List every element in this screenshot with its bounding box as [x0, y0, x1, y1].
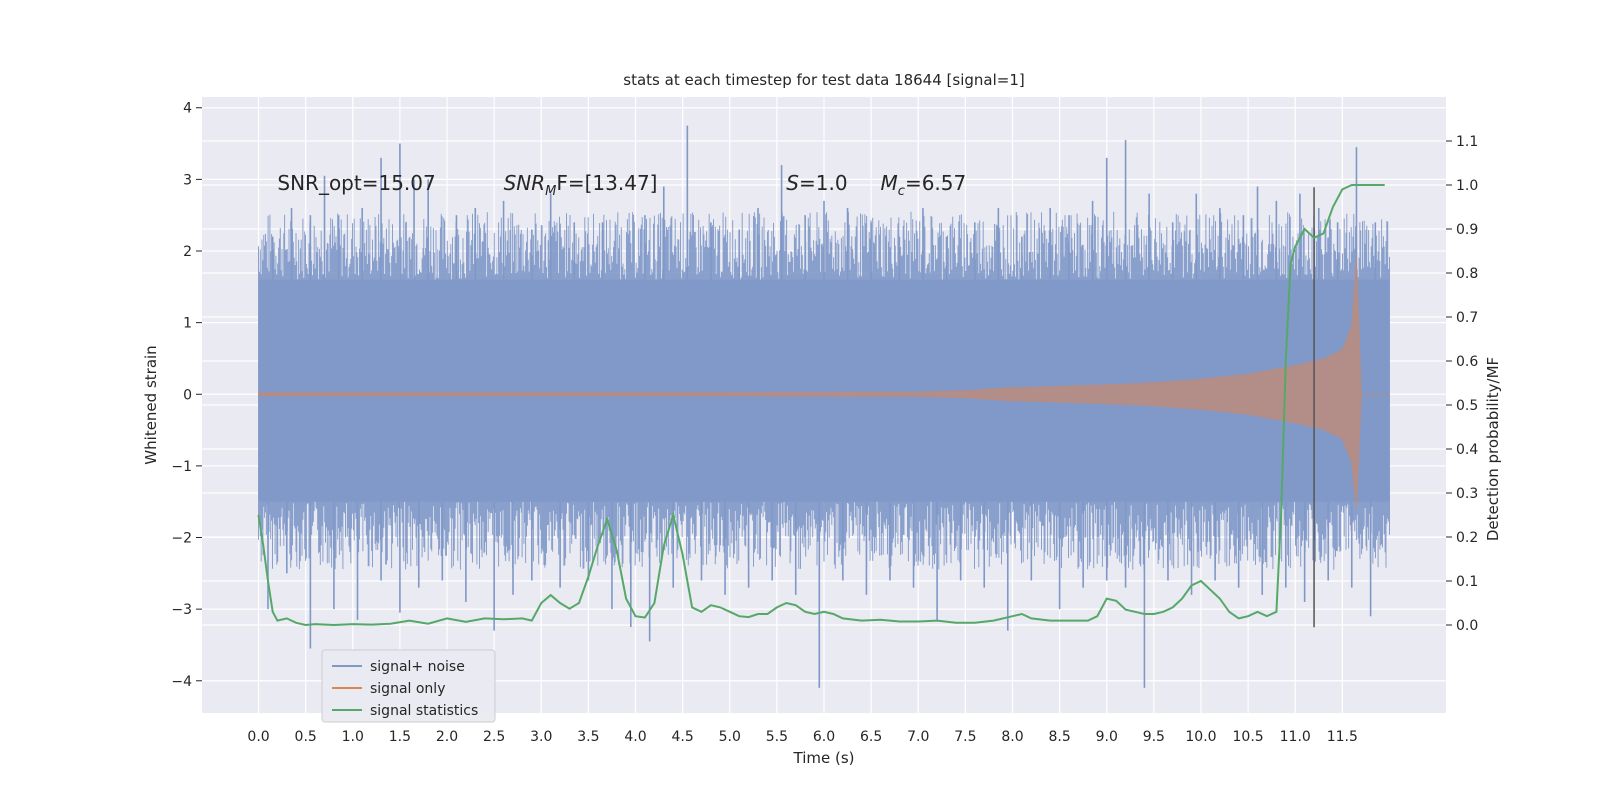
x-tick-label: 1.5 [389, 729, 411, 745]
legend-label: signal+ noise [370, 659, 465, 675]
x-tick-label: 7.5 [954, 729, 976, 745]
y-right-tick-label: 0.3 [1456, 486, 1478, 502]
x-tick-label: 3.0 [530, 729, 552, 745]
annotation-1: SNRMF=[13.47] [504, 171, 658, 199]
legend-label: signal only [370, 681, 445, 697]
y-tick-label: 1 [183, 316, 192, 332]
x-tick-label: 5.5 [766, 729, 788, 745]
y-right-tick-label: 0.0 [1456, 618, 1478, 634]
x-tick-label: 7.0 [907, 729, 929, 745]
x-tick-label: 11.5 [1327, 729, 1358, 745]
y-right-tick-label: 0.9 [1456, 222, 1478, 238]
x-tick-label: 0.0 [247, 729, 269, 745]
annotation-symbol: SNR [504, 171, 546, 195]
x-tick-label: 2.0 [436, 729, 458, 745]
annotation-symbol: M [881, 171, 898, 195]
signal-statistics-line [257, 184, 1385, 627]
signal-only-series [258, 258, 1390, 509]
y-right-tick-label: 0.7 [1456, 310, 1478, 326]
x-tick-label: 2.5 [483, 729, 505, 745]
annotations: SNR_opt=15.07 SNRMF=[13.47] S=1.0 Mc=6.57 [277, 171, 966, 199]
x-tick-label: 9.0 [1096, 729, 1118, 745]
y-right-tick-label: 0.8 [1456, 266, 1478, 282]
x-tick-label: 5.0 [719, 729, 741, 745]
chart-title: stats at each timestep for test data 186… [623, 71, 1024, 89]
annotation-2: S=1.0 [786, 171, 847, 195]
annotation-3: Mc=6.57 [881, 171, 967, 199]
y-tick-label: −4 [171, 674, 192, 690]
x-tick-label: 11.0 [1280, 729, 1311, 745]
y-tick-label: −3 [171, 602, 192, 618]
annotation-value: F=[13.47] [556, 171, 657, 195]
annotation-subscript: c [898, 184, 905, 199]
signal-only-envelope [258, 258, 1390, 509]
annotation-value: =1.0 [799, 171, 848, 195]
x-tick-label: 10.5 [1233, 729, 1264, 745]
annotation-value: =6.57 [905, 171, 966, 195]
y-right-tick-label: 1.0 [1456, 178, 1478, 194]
y-right-tick-label: 0.4 [1456, 442, 1478, 458]
y-right-tick-label: 0.2 [1456, 530, 1478, 546]
y-tick-label: 0 [183, 387, 192, 403]
legend-label: signal statistics [370, 703, 478, 719]
x-tick-label: 10.0 [1185, 729, 1216, 745]
legend-box [321, 649, 496, 723]
annotation-symbol: S [786, 171, 799, 195]
y-tick-label: −2 [171, 531, 192, 547]
x-tick-label: 4.0 [624, 729, 646, 745]
y-axis-right-label: Detection probability/MF [1484, 357, 1502, 541]
y-tick-label: −1 [171, 459, 192, 475]
y-right-tick-label: 0.1 [1456, 574, 1478, 590]
x-tick-label: 6.5 [860, 729, 882, 745]
x-tick-label: 8.5 [1048, 729, 1070, 745]
legend: signal+ noise signal only signal statistic… [321, 649, 496, 723]
annotation-0: SNR_opt=15.07 [277, 171, 435, 195]
signal-statistics-series [257, 184, 1385, 627]
ticks: 0.0 0.5 1.0 1.5 2.0 2.5 3.0 3.5 4.0 4.5 5.0 5.5 6.0 6… [171, 101, 1478, 745]
y-tick-label: 3 [183, 172, 192, 188]
y-right-tick-label: 0.5 [1456, 398, 1478, 414]
x-tick-label: 1.0 [342, 729, 364, 745]
y-axis-label: Whitened strain [142, 345, 160, 464]
x-tick-label: 3.5 [577, 729, 599, 745]
x-axis-label: Time (s) [793, 749, 855, 767]
x-tick-label: 0.5 [295, 729, 317, 745]
y-right-tick-label: 1.1 [1456, 134, 1478, 150]
annotation-subscript: M [545, 184, 556, 199]
x-tick-label: 8.0 [1001, 729, 1023, 745]
y-tick-label: 4 [183, 101, 192, 117]
x-tick-label: 4.5 [672, 729, 694, 745]
y-right-tick-label: 0.6 [1456, 354, 1478, 370]
y-tick-label: 2 [183, 244, 192, 260]
x-tick-label: 6.0 [813, 729, 835, 745]
x-tick-label: 9.5 [1143, 729, 1165, 745]
